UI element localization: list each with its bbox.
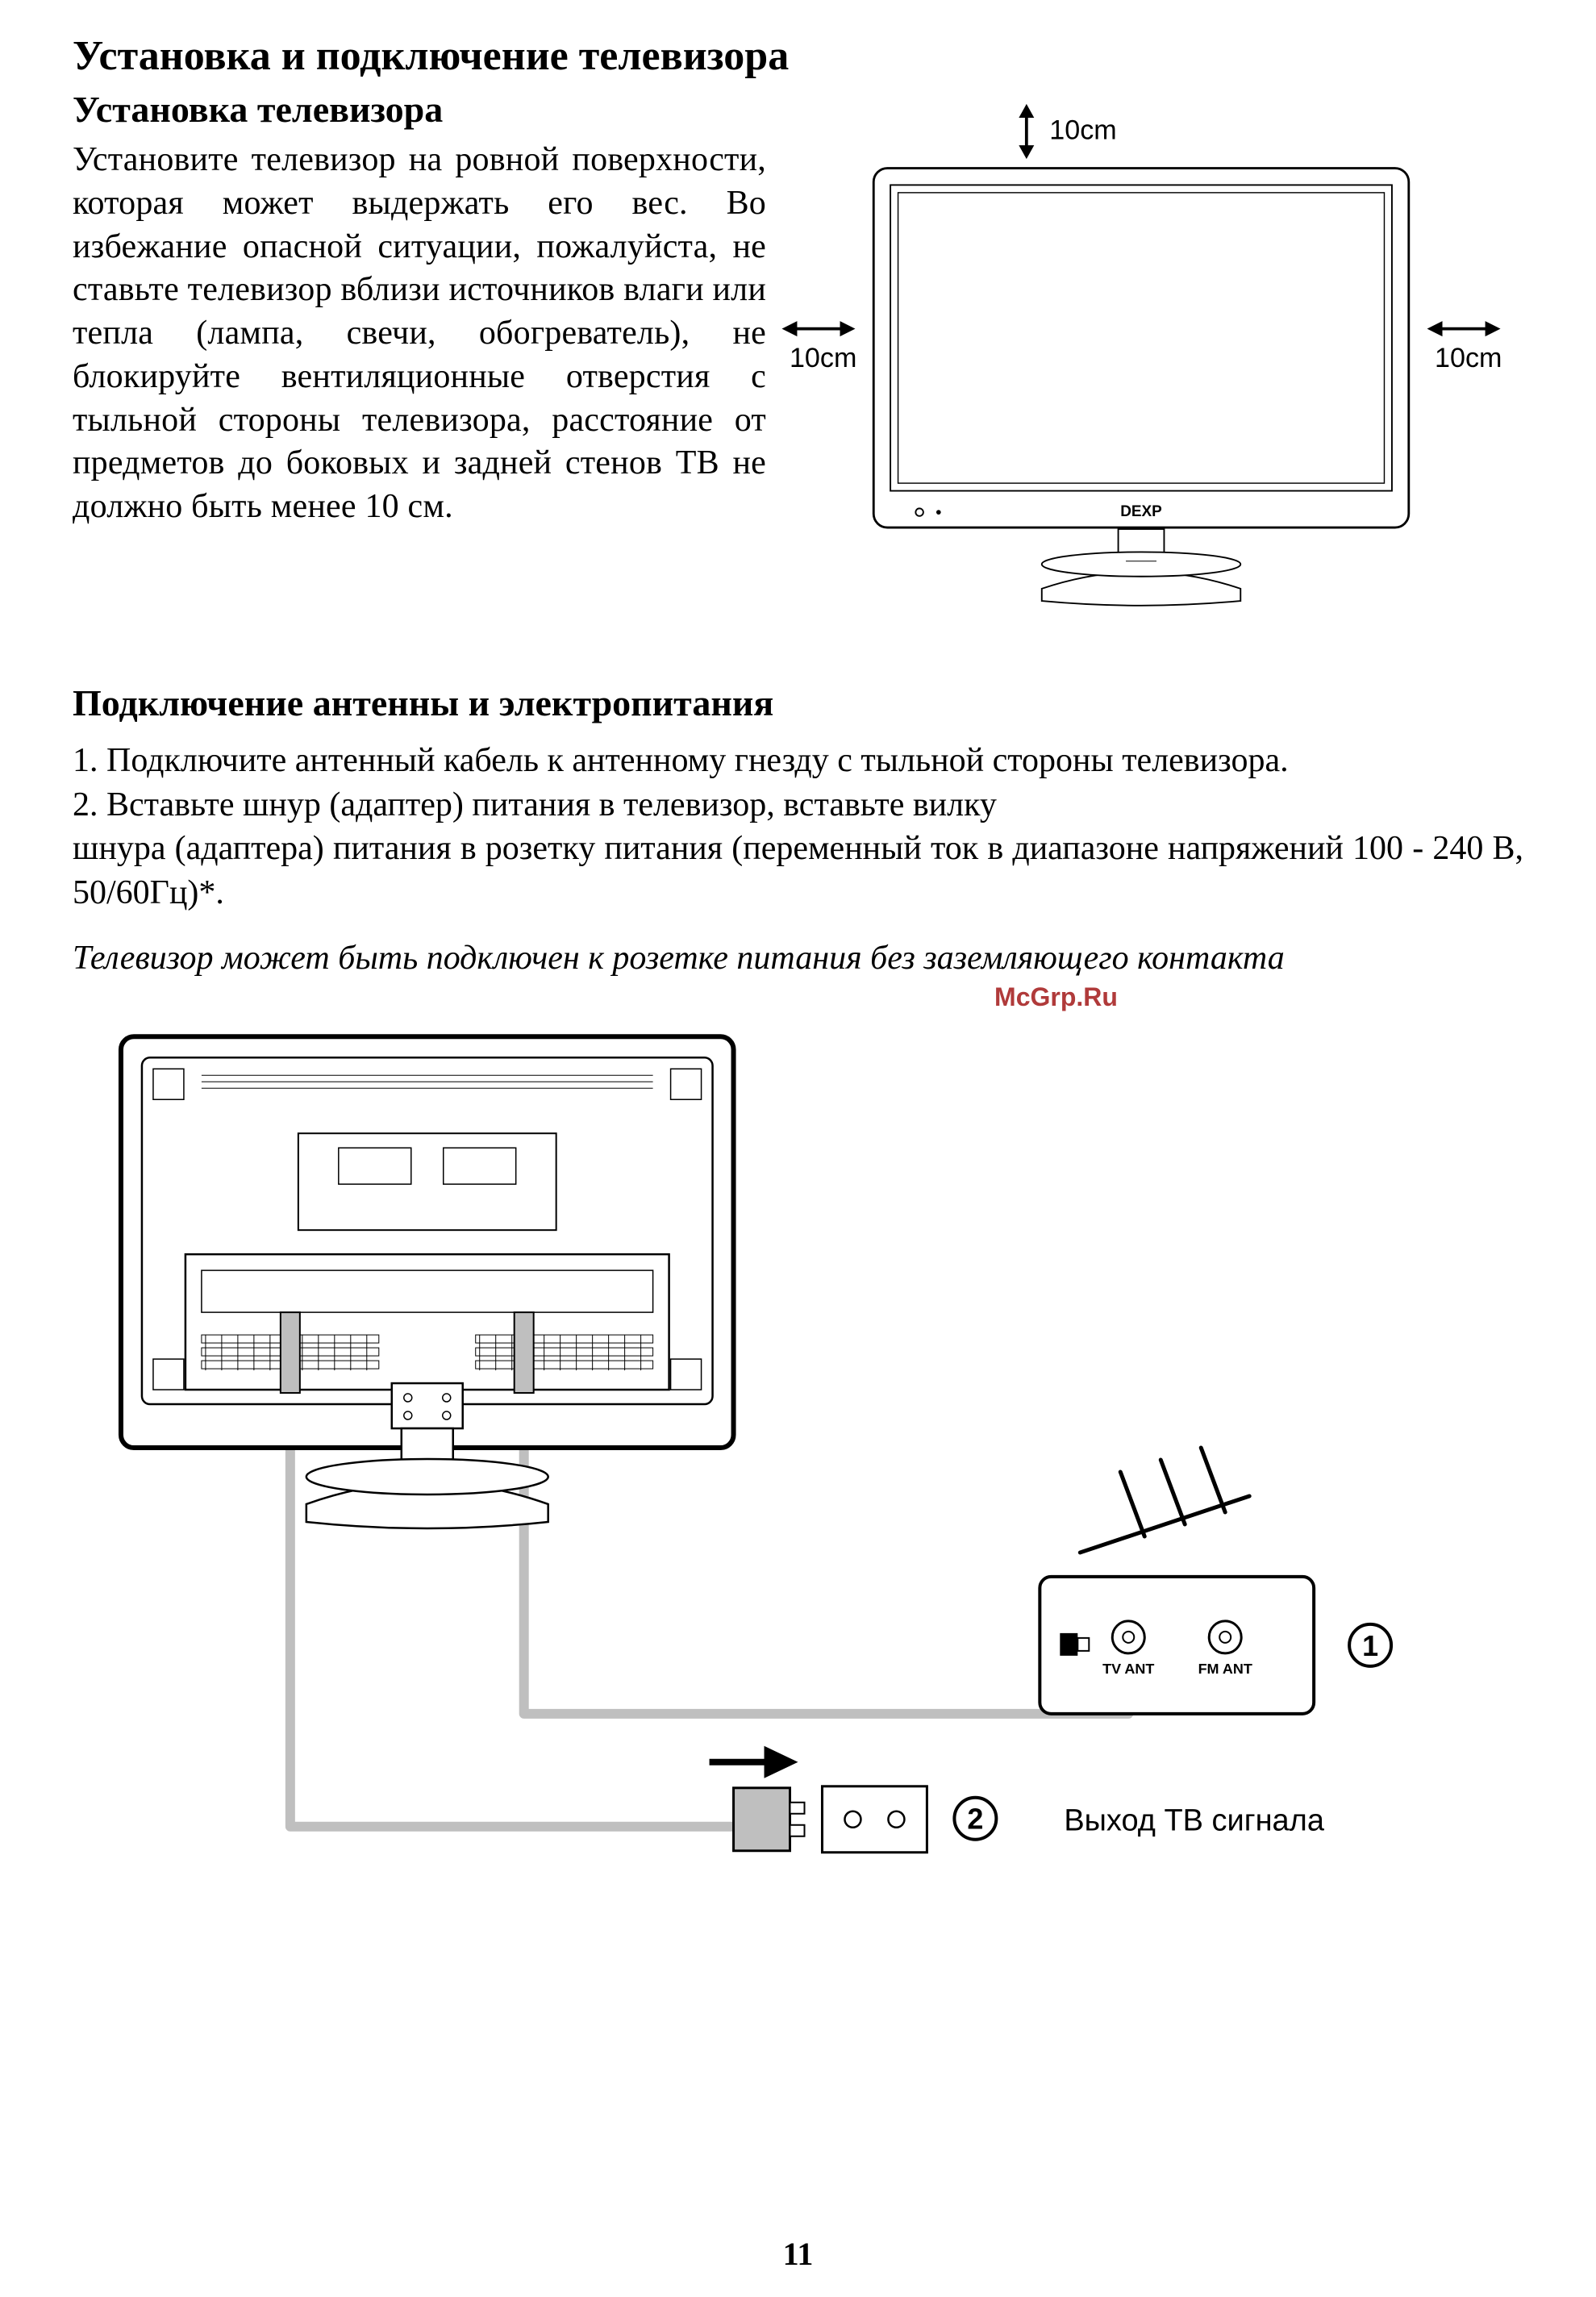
clearance-diagram: 10cm 10cm 10cm xyxy=(774,85,1523,649)
grounding-note: Телевизор может быть подключен к розетке… xyxy=(73,939,1523,978)
watermark: McGrp.Ru xyxy=(589,982,1523,1012)
tv-ant-label: TV ANT xyxy=(1102,1661,1154,1677)
subtitle-installation: Установка телевизора xyxy=(73,88,766,131)
tv-brand: DEXP xyxy=(1120,503,1162,520)
page-title: Установка и подключение телевизора xyxy=(73,32,1523,80)
callout-2: 2 xyxy=(954,1798,996,1840)
label-top: 10cm xyxy=(1049,115,1116,146)
signal-output-label: Выход ТВ сигнала xyxy=(1064,1804,1325,1838)
installation-text-block: Установка телевизора Установите телевизо… xyxy=(73,85,766,649)
label-right: 10cm xyxy=(1435,343,1502,373)
connection-steps: 1. Подключите антенный кабель к антенном… xyxy=(73,739,1523,915)
connection-diagram: TV ANT FM ANT 1 xyxy=(73,1012,1523,1924)
wall-outlet: TV ANT FM ANT xyxy=(1040,1577,1314,1714)
callout-1: 1 xyxy=(1349,1624,1391,1666)
page-number: 11 xyxy=(0,2235,1596,2273)
section-installation: Установка телевизора Установите телевизо… xyxy=(73,85,1523,649)
step-1: 1. Подключите антенный кабель к антенном… xyxy=(73,739,1523,783)
power-adapter xyxy=(710,1746,927,1853)
svg-text:2: 2 xyxy=(967,1803,983,1836)
antenna-icon xyxy=(1080,1448,1249,1553)
installation-paragraph: Установите телевизор на ровной поверхнос… xyxy=(73,139,766,529)
step-2a: 2. Вставьте шнур (адаптер) питания в тел… xyxy=(73,783,1523,828)
step-2b: шнура (адаптера) питания в розетку питан… xyxy=(73,827,1523,915)
manual-page: Установка и подключение телевизора Устан… xyxy=(0,0,1596,2297)
fm-ant-label: FM ANT xyxy=(1198,1661,1252,1677)
subtitle-connection: Подключение антенны и электропитания xyxy=(73,682,1523,724)
tv-rear xyxy=(121,1037,734,1529)
svg-text:1: 1 xyxy=(1362,1629,1378,1662)
label-left: 10cm xyxy=(790,343,856,373)
